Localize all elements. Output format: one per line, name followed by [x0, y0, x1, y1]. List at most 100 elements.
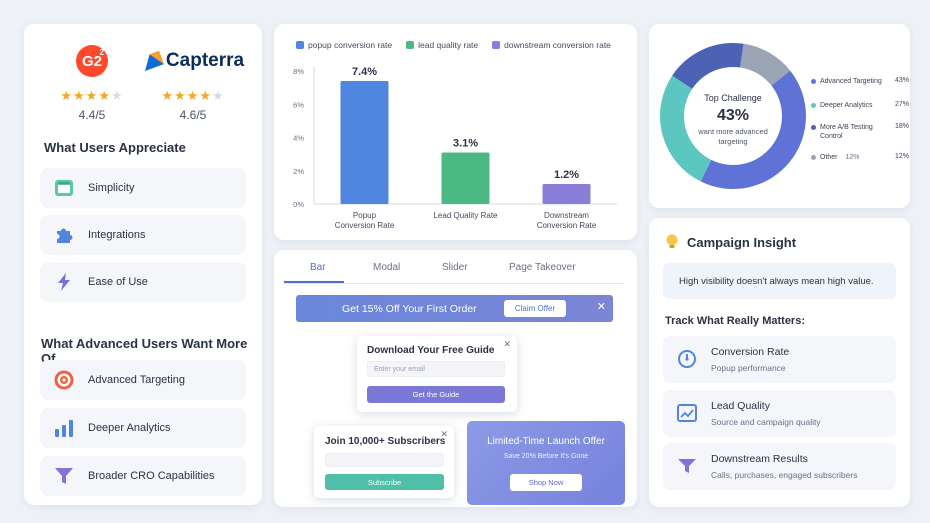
legend-swatch [406, 41, 415, 49]
feature-label: Broader CRO Capabilities [88, 470, 215, 482]
donut-slice-1 [700, 70, 806, 189]
legend-label: downstream conversion rate [504, 40, 611, 50]
x-tick-label: Lead Quality Rate [433, 211, 498, 220]
close-icon[interactable]: ✕ [596, 301, 606, 313]
feature-deeper-analytics: Deeper Analytics [40, 408, 246, 448]
modal-email-input[interactable]: Enter your email [367, 361, 505, 377]
donut-chart: Top Challenge 43% want more advancedtarget… [660, 43, 806, 189]
donut-slice-4 [740, 43, 791, 86]
shop-now-button[interactable]: Shop Now [510, 474, 582, 491]
legend-swatch [492, 41, 501, 49]
window-icon [52, 176, 76, 200]
tab-modal[interactable]: Modal [373, 262, 401, 273]
close-icon[interactable]: ✕ [440, 429, 448, 439]
subscribe-button[interactable]: Subscribe [325, 474, 444, 490]
tab-page-takeover[interactable]: Page Takeover [509, 262, 576, 273]
slider-popup: Join 10,000+ Subscribers ✕ Subscribe [314, 426, 454, 498]
legend-label: More A/B Testing Control [820, 124, 873, 140]
bar-3 [542, 184, 591, 204]
feature-label: Deeper Analytics [88, 422, 171, 434]
legend-label: Advanced Targeting [820, 78, 882, 85]
donut-center [685, 68, 781, 164]
capterra-logo-icon [140, 51, 164, 71]
y-tick-label: 6% [293, 100, 304, 109]
legend-item-popup: popup conversion rate [296, 40, 392, 50]
metric-name: Lead Quality [711, 400, 770, 412]
g2-stars-icon: ★★★★★ [60, 88, 124, 103]
gauge-icon [677, 349, 697, 369]
feature-ease-of-use: Ease of Use [40, 262, 246, 302]
metric-lead-quality: Lead Quality Source and campaign quality [663, 390, 896, 437]
g2-rating: G2 2 ★★★★★ 4.4/5 [42, 44, 142, 122]
tab-bar[interactable]: Bar [310, 262, 326, 273]
modal-title: Download Your Free Guide [367, 345, 495, 356]
legend-label: Other 12% [820, 154, 860, 161]
donut-center-value: 43% [717, 107, 749, 124]
legend-value: 12% [894, 153, 909, 160]
lightbulb-icon [666, 234, 678, 248]
legend-value: 43% [894, 77, 909, 84]
bar-chart-icon [52, 416, 76, 440]
metric-downstream-results: Downstream Results Calls, purchases, eng… [663, 443, 896, 490]
feature-broader-cro: Broader CRO Capabilities [40, 456, 246, 496]
slider-title: Join 10,000+ Subscribers [325, 436, 446, 447]
metric-name: Downstream Results [711, 453, 808, 465]
x-tick-label: Popup [353, 211, 377, 220]
bar-1 [340, 80, 389, 204]
takeover-title: Limited-Time Launch Offer [487, 436, 605, 447]
legend-value: 18% [894, 123, 909, 130]
y-tick-label: 4% [293, 134, 304, 143]
feature-label: Ease of Use [88, 276, 148, 288]
legend-dot [811, 103, 816, 108]
claim-offer-button[interactable]: Claim Offer [504, 300, 566, 317]
active-tab-underline [284, 281, 344, 283]
bar-popup-text: Get 15% Off Your First Order [342, 302, 477, 315]
legend-item-downstream: downstream conversion rate [492, 40, 611, 50]
metric-sub: Popup performance [711, 363, 786, 373]
metric-name: Conversion Rate [711, 346, 790, 358]
metric-sub: Source and campaign quality [711, 417, 821, 427]
g2-brand: G2 [81, 52, 102, 70]
target-icon [52, 368, 76, 392]
puzzle-icon [52, 223, 76, 247]
donut-center-title: Top Challenge [704, 93, 762, 103]
tab-slider[interactable]: Slider [442, 262, 468, 273]
legend-inline-value: 12% [845, 154, 860, 161]
metric-sub: Calls, purchases, engaged subscribers [711, 470, 858, 480]
metric-conversion-rate: Conversion Rate Popup performance [663, 336, 896, 383]
x-tick-label: Conversion Rate [537, 221, 597, 230]
track-title: Track What Really Matters: [665, 315, 805, 327]
get-guide-button[interactable]: Get the Guide [367, 386, 505, 403]
donut-slice-2 [660, 75, 712, 182]
y-tick-label: 2% [293, 167, 304, 176]
legend-label: lead quality rate [418, 40, 479, 50]
bar-2 [441, 152, 490, 204]
feature-integrations: Integrations [40, 215, 246, 255]
donut-center-sub: want more advanced [697, 127, 768, 136]
feature-label: Simplicity [88, 182, 135, 194]
slider-email-input[interactable] [325, 453, 444, 467]
bar-popup: Get 15% Off Your First Order Claim Offer… [296, 295, 613, 322]
legend-dot [811, 155, 816, 160]
donut-slice-3 [672, 43, 744, 89]
feature-label: Integrations [88, 229, 146, 241]
funnel-icon [677, 456, 697, 476]
page-takeover-popup: Limited-Time Launch Offer Save 20% Befor… [467, 421, 625, 505]
close-icon[interactable]: ✕ [503, 339, 511, 349]
insight-title: Campaign Insight [687, 234, 797, 250]
donut-center-sub: targeting [718, 137, 747, 146]
takeover-subtitle: Save 20% Before It's Gone [503, 453, 589, 460]
insight-note: High visibility doesn't always mean high… [663, 263, 896, 299]
chart-legend: popup conversion rate lead quality rate … [296, 40, 611, 50]
popup-tabs: Bar Modal Slider Page Takeover [284, 262, 624, 284]
lightning-icon [52, 270, 76, 294]
legend-dot [811, 125, 816, 130]
x-tick-label: Conversion Rate [335, 221, 395, 230]
feature-advanced-targeting: Advanced Targeting [40, 360, 246, 400]
insight-header: Campaign Insight [665, 234, 796, 250]
bar-value-label: 7.4% [352, 66, 377, 78]
g2-logo-icon: G2 2 [76, 45, 108, 77]
capterra-brand: Capterra [165, 50, 245, 71]
legend-value: 27% [894, 101, 909, 108]
